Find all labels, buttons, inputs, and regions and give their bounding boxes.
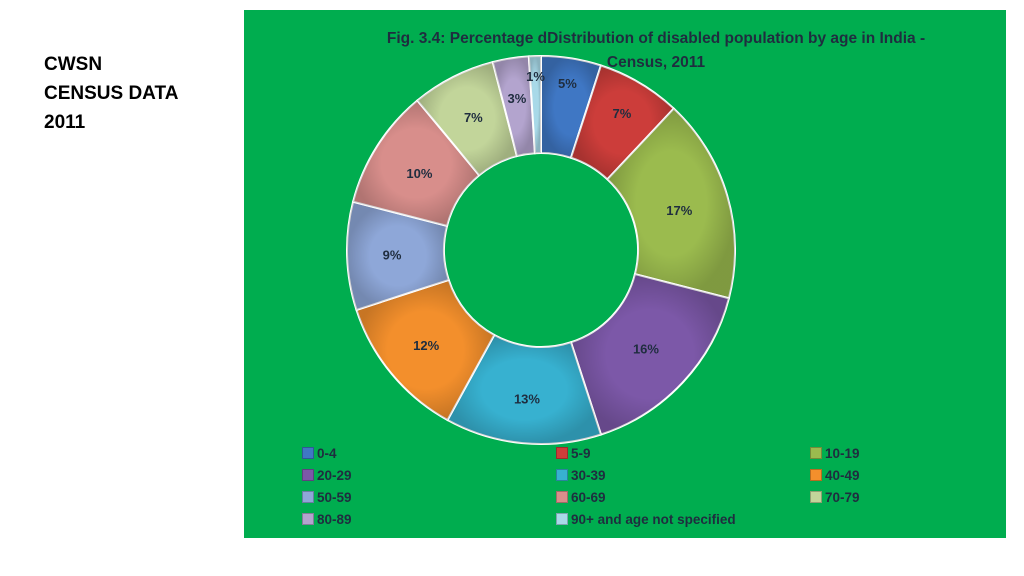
data-label: 3% — [508, 91, 527, 106]
slide-title: CWSN CENSUS DATA 2011 — [44, 50, 178, 137]
slice-shading — [528, 56, 541, 154]
slide-title-line-1: CWSN — [44, 54, 103, 75]
data-label: 13% — [514, 391, 540, 406]
legend-item: 10-19 — [810, 443, 900, 463]
legend-label: 60-69 — [571, 489, 606, 505]
chart-legend: 0-4 5-9 10-19 20-29 30-39 40-49 50-59 60-69 70-7… — [302, 443, 902, 529]
data-label: 12% — [413, 338, 439, 353]
data-label: 7% — [613, 106, 632, 121]
slice-shading — [607, 108, 736, 299]
data-label: 10% — [406, 166, 432, 181]
legend-label: 50-59 — [317, 489, 352, 505]
slice-shading — [570, 65, 674, 180]
slice-shading — [353, 100, 480, 226]
legend-swatch — [302, 469, 314, 481]
legend-label: 90+ and age not specified — [571, 511, 736, 527]
slice-shading — [447, 335, 601, 445]
legend-item: 0-4 — [302, 443, 556, 463]
legend-item: 60-69 — [556, 487, 810, 507]
legend-item: 5-9 — [556, 443, 810, 463]
legend-item: 70-79 — [810, 487, 900, 507]
legend-item: 90+ and age not specified — [556, 509, 810, 529]
legend-swatch — [302, 447, 314, 459]
slice-shading — [356, 279, 495, 421]
data-label: 16% — [633, 342, 659, 357]
data-label: 9% — [383, 248, 402, 263]
legend-swatch — [302, 491, 314, 503]
legend-swatch — [556, 469, 568, 481]
legend-swatch — [810, 491, 822, 503]
legend-label: 40-49 — [825, 467, 860, 483]
legend-swatch — [810, 469, 822, 481]
data-label: 7% — [464, 110, 483, 125]
legend-label: 20-29 — [317, 467, 352, 483]
legend-label: 80-89 — [317, 511, 352, 527]
chart-title: Fig. 3.4: Percentage dDistribution of di… — [336, 27, 976, 75]
slice-shading — [347, 201, 449, 310]
legend-item: 20-29 — [302, 465, 556, 485]
data-label: 17% — [666, 203, 692, 218]
legend-label: 0-4 — [317, 445, 337, 461]
legend-item: 80-89 — [302, 509, 556, 529]
legend-item: 30-39 — [556, 465, 810, 485]
legend-swatch — [556, 491, 568, 503]
slice-shading — [541, 56, 601, 158]
data-label: 1% — [526, 69, 545, 84]
legend-label: 30-39 — [571, 467, 606, 483]
legend-label: 70-79 — [825, 489, 860, 505]
legend-swatch — [556, 447, 568, 459]
slice-shading — [417, 62, 517, 176]
slice-shading — [492, 56, 535, 157]
legend-label: 10-19 — [825, 445, 860, 461]
slide-title-line-3: 2011 — [44, 112, 86, 133]
legend-item: 40-49 — [810, 465, 900, 485]
donut-data-labels: 5% 7% 17% 16% 13% 12% 9% 10% 7% 3% 1% — [383, 69, 693, 406]
legend-swatch — [810, 447, 822, 459]
legend-swatch — [556, 513, 568, 525]
data-label: 5% — [558, 76, 577, 91]
slide-title-line-2: CENSUS DATA — [44, 83, 179, 104]
legend-item: 50-59 — [302, 487, 556, 507]
chart-title-line-2: Census, 2011 — [606, 54, 706, 71]
donut-slices — [346, 54, 736, 445]
slice-shading — [570, 274, 729, 435]
legend-swatch — [302, 513, 314, 525]
legend-label: 5-9 — [571, 445, 591, 461]
chart-title-line-1: Fig. 3.4: Percentage dDistribution of di… — [386, 30, 926, 47]
